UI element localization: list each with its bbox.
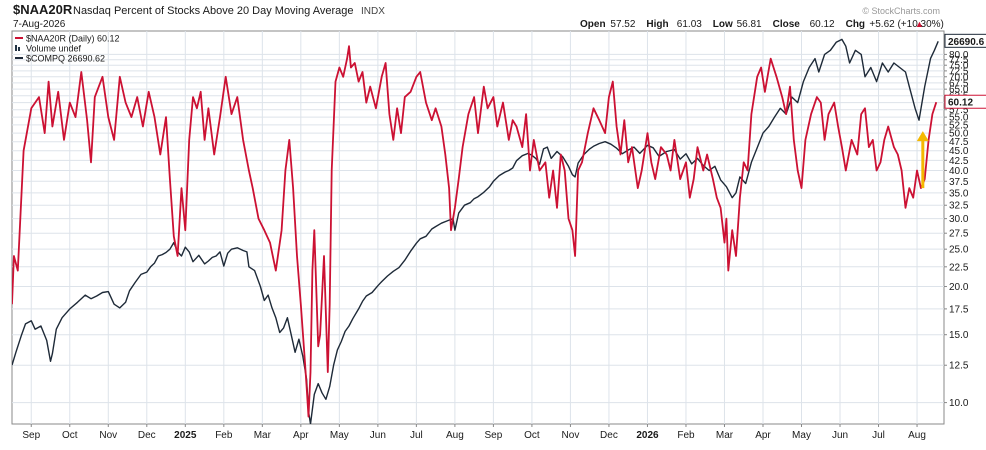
y-tick-label: 57.5 [949,105,969,116]
compq-line [12,38,939,424]
legend-entry: Volume undef [26,44,82,54]
price-stats: Open 57.52 High 61.03 Low 56.81 Close 60.12 Chg +… [580,19,944,30]
x-tick-label: 2025 [174,430,197,441]
y-tick-label: 15.0 [949,330,969,341]
symbol-title: $NAA20R [13,2,73,17]
last-value-label: 26690.6 [948,37,985,48]
y-tick-label: 10.0 [949,398,969,409]
date-label: 7-Aug-2026 [13,19,66,30]
x-tick-label: Oct [62,430,78,441]
y-tick-label: 55.0 [949,113,969,124]
y-tick-label: 12.5 [949,361,969,372]
stat-value: +5.62 (+10.30%) [869,19,944,30]
y-tick-label: 32.5 [949,201,969,212]
y-tick-label: 65.0 [949,85,969,96]
y-tick-label: 42.5 [949,156,969,167]
x-tick-label: Apr [755,430,771,441]
last-value-label: 60.12 [948,98,973,109]
x-tick-label: 2026 [636,430,659,441]
exchange-label: INDX [361,6,385,17]
stat-value: 56.81 [737,19,762,30]
last-value-box [944,94,986,109]
y-tick-label: 47.5 [949,137,969,148]
y-tick-label: 27.5 [949,229,969,240]
x-tick-label: Dec [138,430,156,441]
y-tick-label: 80.0 [949,50,969,61]
y-tick-label: 45.0 [949,146,969,157]
x-tick-label: May [792,430,811,441]
naa20r-line [12,45,938,418]
stat-label: Low [713,19,733,30]
x-tick-label: Jul [410,430,423,441]
y-tick-label: 67.5 [949,78,969,89]
x-tick-label: Apr [293,430,309,441]
x-tick-label: Mar [254,430,272,441]
y-tick-label: 25.0 [949,245,969,256]
y-tick-label: 70.0 [949,72,969,83]
volume-bars-icon [18,47,20,51]
x-tick-label: Feb [677,430,695,441]
x-tick-label: Jun [832,430,848,441]
y-tick-label: 17.5 [949,304,969,315]
last-value-box [944,33,986,48]
x-tick-label: May [330,430,349,441]
y-tick-label: 37.5 [949,177,969,188]
x-tick-label: Sep [485,430,503,441]
series-layer [12,38,939,424]
y-tick-label: 77.5 [949,55,969,66]
stat-label: Close [773,19,801,30]
x-tick-label: Jul [872,430,885,441]
stat-label: High [646,19,668,30]
stat-value: 60.12 [810,19,835,30]
y-tick-label: 22.5 [949,262,969,273]
y-tick-label: 50.0 [949,129,969,140]
stat-label: Chg [846,19,865,30]
x-tick-label: Sep [22,430,40,441]
change-up-arrow-icon: ▲ [915,19,924,29]
x-tick-label: Nov [99,430,117,441]
y-tick-label: 30.0 [949,214,969,225]
x-tick-label: Aug [446,430,464,441]
volume-bars-icon [15,45,17,51]
y-tick-label: 72.5 [949,66,969,77]
y-tick-label: 40.0 [949,166,969,177]
y-tick-label: 75.0 [949,61,969,72]
x-tick-label: Feb [215,430,233,441]
y-tick-label: 20.0 [949,282,969,293]
axis-layer: 10.0 12.5 15.0 17.5 20.0 22.5 25.0 27.5 30.0 32.5… [22,33,986,441]
stat-label: Open [580,19,606,30]
x-tick-label: Oct [524,430,540,441]
y-tick-label: 52.5 [949,120,969,131]
chart-title: Nasdaq Percent of Stocks Above 20 Day Mo… [73,5,353,17]
x-tick-label: Dec [600,430,618,441]
x-tick-label: Mar [716,430,734,441]
watermark: © StockCharts.com [862,6,940,16]
legend-entry: $NAA20R (Daily) 60.12 [26,34,120,44]
x-tick-label: Nov [562,430,580,441]
legend-entry: $COMPQ 26690.62 [26,54,105,64]
x-tick-label: Aug [908,430,926,441]
y-tick-label: 35.0 [949,188,969,199]
stat-value: 57.52 [610,19,635,30]
annotation-arrow-head [916,131,929,142]
stat-value: 61.03 [677,19,702,30]
x-tick-label: Jun [370,430,386,441]
